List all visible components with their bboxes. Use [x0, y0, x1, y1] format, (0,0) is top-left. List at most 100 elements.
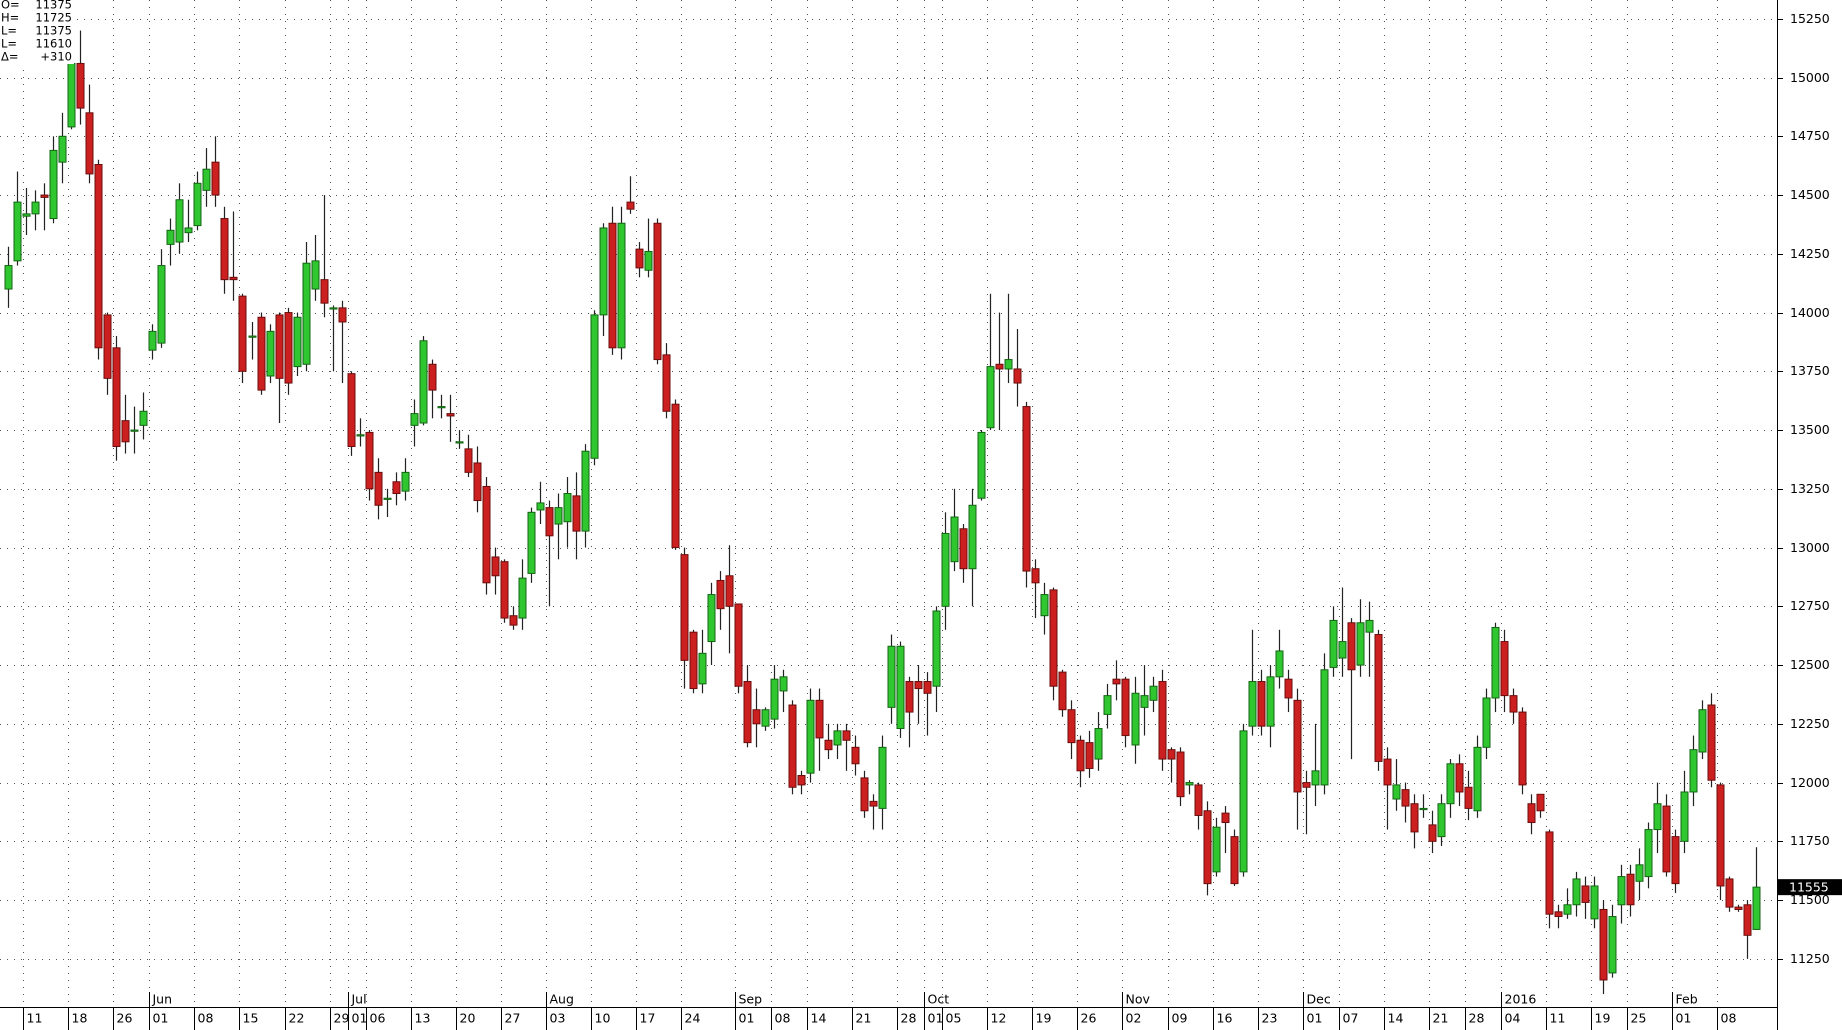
candle-body	[1707, 704, 1716, 781]
candle-body	[1085, 742, 1094, 769]
candle-body	[1031, 568, 1040, 584]
candle-body	[941, 532, 950, 607]
candle-body	[112, 347, 121, 448]
candle-body	[40, 194, 49, 198]
candle-body	[1617, 876, 1626, 906]
candle-body	[1509, 695, 1518, 713]
candle-body	[1500, 641, 1509, 697]
candle-body	[500, 561, 509, 619]
x-tick-label: 01	[153, 1011, 169, 1026]
candle-body	[599, 227, 608, 316]
candle-body	[1112, 678, 1121, 685]
candle-body	[446, 413, 455, 417]
candle-body	[1518, 711, 1527, 786]
candles	[4, 30, 1761, 995]
x-tick-label: 01	[1307, 1011, 1323, 1026]
candle-body	[554, 507, 563, 525]
candle-body	[1536, 793, 1545, 812]
y-tick-label: 14250	[1790, 246, 1830, 261]
candle-body	[1040, 594, 1049, 617]
readout-bg	[0, 38, 74, 51]
readout-value: 11725	[35, 11, 72, 25]
candle-body	[1527, 803, 1536, 824]
candle-body	[22, 213, 31, 217]
candle-body	[788, 704, 797, 788]
candle-body	[878, 746, 887, 809]
y-tick-label: 12750	[1790, 598, 1830, 613]
candle-body	[1356, 622, 1365, 666]
candle-body	[1590, 885, 1599, 920]
month-label: Jul	[351, 992, 367, 1007]
candle-body	[148, 330, 157, 351]
candle-body	[986, 366, 995, 429]
candle-body	[779, 676, 788, 692]
candle-body	[437, 406, 446, 409]
candle-body	[1734, 906, 1743, 910]
candle-body	[67, 62, 76, 128]
candle-body	[1473, 746, 1482, 812]
x-tick-label: 21	[856, 1011, 872, 1026]
candle-body	[743, 681, 752, 744]
x-tick-label: 29	[334, 1011, 350, 1026]
month-label: 2016	[1505, 992, 1537, 1007]
candle-body	[1131, 692, 1140, 746]
candle-body	[329, 307, 338, 310]
candle-body	[1067, 709, 1076, 744]
candle-body	[833, 730, 842, 746]
candle-body	[1743, 904, 1752, 936]
candle-body	[1482, 697, 1491, 748]
candle-body	[1383, 758, 1392, 786]
x-tick-label: 08	[198, 1011, 214, 1026]
x-tick-label: 28	[901, 1011, 917, 1026]
candle-body	[806, 699, 815, 774]
candle-body	[338, 307, 347, 323]
candle-body	[482, 485, 491, 584]
y-tick-label: 13750	[1790, 363, 1830, 378]
candle-body	[157, 265, 166, 344]
y-tick-label: 11500	[1790, 892, 1830, 907]
y-tick-label: 12500	[1790, 657, 1830, 672]
y-tick-label: 15250	[1790, 11, 1830, 26]
x-tick-label: 20	[460, 1011, 476, 1026]
candle-body	[121, 420, 130, 443]
candle-body	[662, 354, 671, 412]
candle-body	[1284, 678, 1293, 699]
candle-body	[1491, 626, 1500, 699]
candle-body	[626, 201, 635, 210]
candle-body	[536, 502, 545, 511]
readout-bg	[0, 25, 74, 38]
month-label: Dec	[1307, 992, 1331, 1007]
candle-body	[13, 201, 22, 262]
candle-body	[1311, 770, 1320, 786]
month-label: Feb	[1676, 992, 1698, 1007]
candle-body	[914, 681, 923, 690]
candle-body	[1563, 904, 1572, 915]
y-tick-label: 11750	[1790, 833, 1830, 848]
candle-body	[1671, 836, 1680, 885]
x-tick-label: 19	[1595, 1011, 1611, 1026]
candle-body	[608, 222, 617, 349]
candle-body	[1221, 812, 1230, 824]
x-tick-label: 04	[1505, 1011, 1521, 1026]
candle-body	[1176, 751, 1185, 798]
x-tick-label: 28	[1469, 1011, 1485, 1026]
y-tick-label: 13500	[1790, 422, 1830, 437]
x-tick-label: 19	[1036, 1011, 1052, 1026]
candle-body	[1725, 878, 1734, 908]
candle-body	[707, 594, 716, 643]
candle-body	[284, 312, 293, 384]
x-tick-label: 08	[775, 1011, 791, 1026]
candle-body	[1212, 826, 1221, 873]
candle-body	[175, 199, 184, 243]
candle-body	[392, 481, 401, 495]
candle-body	[419, 340, 428, 424]
candle-body	[887, 645, 896, 708]
candle-body	[1121, 678, 1130, 737]
readout-label: H=	[1, 11, 19, 25]
candle-body	[1004, 359, 1013, 370]
readout-label: L=	[1, 24, 17, 38]
candle-body	[1194, 784, 1203, 816]
candle-body	[1248, 681, 1257, 727]
